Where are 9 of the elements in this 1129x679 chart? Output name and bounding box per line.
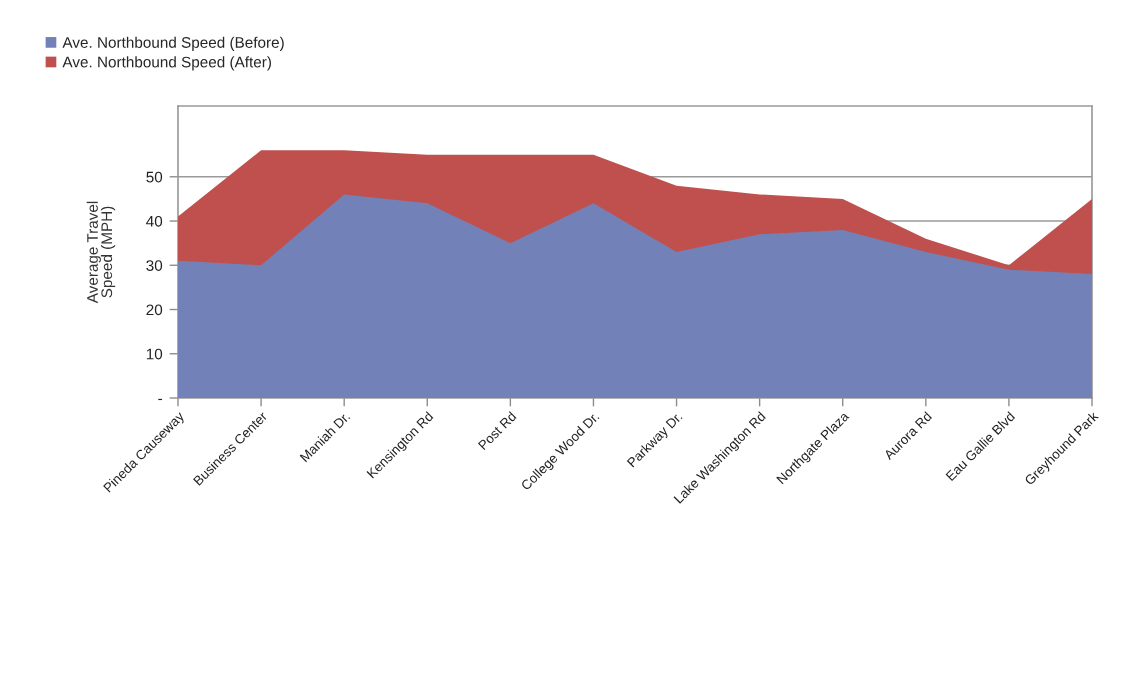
y-tick-label: 50 xyxy=(146,171,163,183)
legend-label: Ave. Northbound Speed (Before) xyxy=(62,36,284,51)
y-tick-label: 10 xyxy=(146,348,163,360)
y-tick-label: 40 xyxy=(146,215,163,227)
y-tick-label: 30 xyxy=(146,260,163,271)
y-tick-label: - xyxy=(158,398,163,401)
legend-label: Ave. Northbound Speed (After) xyxy=(62,56,271,71)
y-tick-label: 20 xyxy=(146,304,163,316)
y-axis-title: Average Travel Speed (MPH) xyxy=(86,201,116,304)
